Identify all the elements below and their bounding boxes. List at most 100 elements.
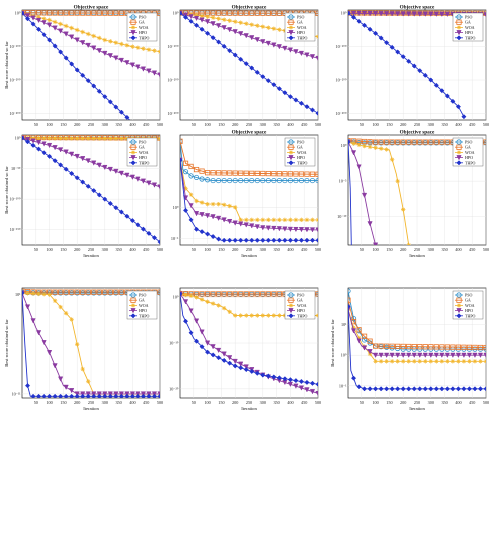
point-woa [221,17,227,22]
point-woa [434,359,439,364]
point-ga [466,344,473,350]
point-ga [265,10,271,16]
point-thpo [254,237,260,243]
point-woa [199,200,205,205]
point-ga [461,344,467,350]
point-ga [102,289,108,295]
point-hpo [221,351,227,357]
x-tick-label: 350 [115,247,121,252]
point-thpo [63,393,69,398]
point-woa [91,33,96,39]
point-thpo [238,365,244,371]
point-thpo [63,166,69,172]
point-thpo [433,82,439,88]
point-hpo [243,33,249,39]
x-axis-label: Iteration [83,406,99,411]
point-hpo [361,192,368,199]
x-tick-label: 200 [74,122,80,127]
point-thpo [477,386,484,392]
point-pso [210,177,216,184]
point-hpo [113,55,119,61]
point-thpo [282,376,288,382]
legend-marker [288,155,294,161]
point-hpo [315,227,318,233]
point-thpo [260,74,266,80]
point-ga [69,289,75,295]
point-hpo [271,42,277,48]
point-ga [276,291,282,297]
point-ga [483,139,486,145]
point-hpo [298,227,305,233]
point-thpo [461,114,467,120]
point-thpo [135,393,141,398]
point-woa [113,136,119,141]
point-hpo [367,349,373,355]
point-thpo [227,237,233,243]
point-thpo [22,10,25,16]
series-group [348,288,486,392]
point-woa [310,217,315,223]
point-woa [227,203,232,209]
point-hpo [461,352,467,358]
point-thpo [417,386,423,392]
point-thpo [180,157,183,163]
point-woa [299,217,304,223]
point-hpo [350,150,357,156]
point-thpo [210,352,216,358]
x-tick-label: 300 [260,122,266,127]
x-tick-label: 500 [157,400,163,405]
point-hpo [216,23,222,29]
point-ga [433,344,439,350]
legend-marker [130,139,136,145]
point-thpo [411,386,417,392]
point-woa [52,136,58,141]
x-tick-label: 350 [273,122,279,127]
point-thpo [265,78,271,84]
point-ga [384,343,390,349]
point-woa [63,136,69,141]
point-thpo [41,393,47,398]
point-thpo [69,170,75,177]
point-woa [255,217,260,223]
point-hpo [282,45,288,52]
point-thpo [232,363,238,369]
legend-marker [456,313,462,319]
point-ga [243,10,249,16]
point-thpo [146,230,152,236]
point-ga [107,10,113,16]
x-tick-label: 400 [455,122,461,127]
point-hpo [400,11,406,17]
point-hpo [52,25,58,31]
point-woa [47,292,52,297]
point-hpo [260,39,266,45]
legend-marker [130,144,136,150]
chart-panel-4: 50 100 150 200 250 300 350 400 450 500 10⁰ 10⁻⁵⁰ 10⁻… [4,134,163,258]
point-ga [254,10,260,16]
point-thpo [232,237,238,243]
point-woa [188,293,194,298]
point-hpo [466,352,473,358]
point-thpo [483,386,486,392]
point-ga [304,171,310,177]
point-hpo [85,42,91,49]
legend-entry: HPO [297,30,305,35]
point-woa [395,178,400,184]
y-tick-label: 10⁻¹ [171,236,179,241]
point-pso [282,177,288,184]
point-thpo [304,104,310,110]
legend-marker [130,313,136,319]
point-thpo [91,393,97,398]
legend-marker [130,14,136,20]
point-woa [183,186,188,191]
point-woa [63,311,69,316]
point-thpo [205,30,211,36]
point-ga [22,10,25,16]
y-tick-label: 10⁻¹⁰ [169,341,179,346]
point-ga [157,289,160,295]
point-ga [238,291,244,297]
point-hpo [227,27,233,33]
legend-entry: GA [465,20,471,25]
legend-entry: WOA [465,303,475,308]
point-woa [113,40,119,45]
